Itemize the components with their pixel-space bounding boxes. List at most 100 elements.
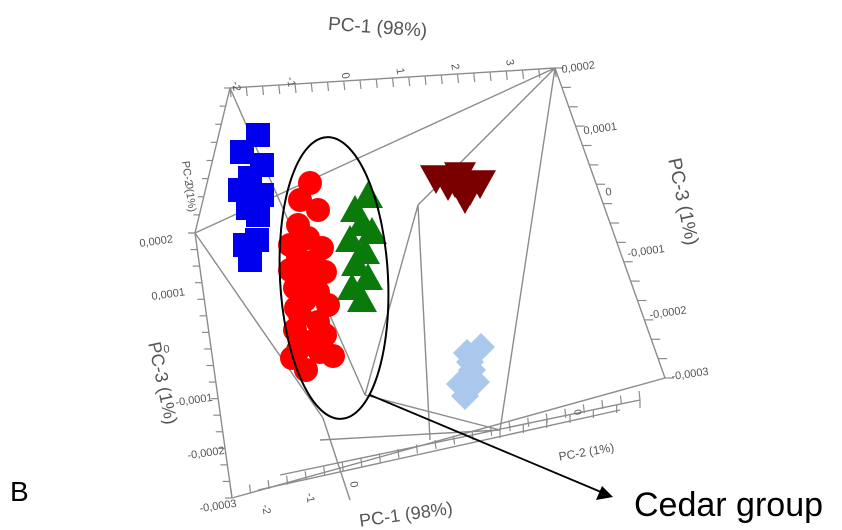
frame-edge-9 <box>499 67 556 431</box>
pc3-right-tick-label-5: -0,0003 <box>671 366 710 383</box>
pc1-top-tick-label-2: 0 <box>339 72 352 80</box>
pc1-bottom-tick-2 <box>267 480 270 490</box>
blue-square-marker-10 <box>238 248 262 272</box>
pc3-left-tick-label-3: -0,0001 <box>175 392 214 409</box>
light-blue-diamond-marker-5 <box>451 382 479 410</box>
pc1-top-tick-label-0: -2 <box>229 80 243 92</box>
pc1-bottom-tick-15 <box>508 422 511 432</box>
cedar-group-arrow-head <box>596 486 613 500</box>
pc1-top-tick-20 <box>554 67 557 78</box>
frame-edge-15 <box>417 204 431 441</box>
pc3-right-tick-label-1: 0,0001 <box>583 121 618 138</box>
pc1-top-tick-5 <box>310 82 313 93</box>
red-circle-marker-2 <box>306 198 330 222</box>
frame-edge-16 <box>257 409 621 491</box>
axis-title-pc3-right: PC-3 (1%) <box>663 156 702 247</box>
pc1-top-tick-17 <box>505 70 508 81</box>
red-circle-marker-23 <box>321 344 345 368</box>
green-triangle-marker-3 <box>357 217 387 244</box>
axis-title-pc2-left: PC-2 (1%) <box>179 160 198 213</box>
pc1-top-tick-label-1: -1 <box>284 76 298 88</box>
axis-title-pc1-top: PC-1 (98%) <box>327 14 427 42</box>
pc1-bottom-tick-5 <box>323 466 326 476</box>
pc3-right-tick-label-4: -0,0002 <box>649 304 688 321</box>
axis-tick-labels: -2 -1 0 1 2 3 -2 -1 0 0,0002 0,0001 0 -0,0001 -0,0002… <box>139 58 710 515</box>
pc1-bottom-tick-14 <box>490 426 493 436</box>
frame-edge-13 <box>364 204 419 396</box>
pc1-top-tick-label-5: 3 <box>503 58 516 66</box>
pc1-bottom-tick-label-0: -2 <box>259 503 273 515</box>
axis-title-pc1-bottom: PC-1 (98%) <box>358 498 454 530</box>
pc1-top-tick-14 <box>456 73 460 84</box>
frame-edge-11 <box>319 429 501 441</box>
pc1-bottom-tick-11 <box>434 439 437 450</box>
pc1-bottom-tick-7 <box>360 457 363 467</box>
frame-edge-12 <box>322 417 351 501</box>
pc1-top-tick-18 <box>521 69 525 80</box>
pc1-bottom-tick-22 <box>638 390 641 401</box>
frame-edge-8 <box>364 394 501 431</box>
frame-edge-10 <box>279 399 641 476</box>
pc3-right-tick-label-0: 0,0002 <box>561 59 596 76</box>
pc1-bottom-tick-12 <box>452 435 456 445</box>
pc3-right-tick-label-2: 0 <box>605 186 613 199</box>
pc1-top-tick-11 <box>408 76 411 87</box>
pc1-bottom-tick-label-1: -1 <box>303 492 317 504</box>
blue-square-marker-7 <box>246 203 270 227</box>
red-circle-marker-28 <box>284 296 308 320</box>
pc1-bottom-tick-label-2: 0 <box>347 480 360 488</box>
pc1-top-tick-3 <box>278 84 281 95</box>
pc1-top-tick-7 <box>343 80 346 91</box>
pc1-bottom-tick-0 <box>230 488 233 499</box>
cedar-group-annotation <box>278 136 613 500</box>
cedar-group-ellipse <box>278 136 390 420</box>
red-circle-marker-26 <box>300 250 324 274</box>
green-triangle-marker-6 <box>341 249 371 276</box>
pc1-bottom-tick-6 <box>341 462 344 472</box>
pc3-left-tick-label-1: 0,0001 <box>151 286 186 303</box>
pc1-top-tick-8 <box>359 79 362 90</box>
pc1-top-tick-13 <box>440 74 443 85</box>
dark-red-triangle-marker-4 <box>464 170 496 199</box>
pc1-bottom-tick-3 <box>286 475 289 485</box>
data-markers <box>228 123 496 410</box>
pc1-top-tick-label-3: 1 <box>393 67 406 75</box>
pc1-top-tick-4 <box>294 83 297 94</box>
pc2-left-tick-label-0: 0 <box>183 183 195 191</box>
pc1-top-tick-10 <box>391 77 395 88</box>
pc3-left-tick-label-0: 0,0002 <box>139 233 174 250</box>
axis-title-pc2-bottom: PC-2 (1%) <box>558 440 616 464</box>
pc1-top-tick-9 <box>375 78 378 89</box>
pc3-left-tick-label-5: -0,0003 <box>199 498 238 515</box>
pc1-top-tick-12 <box>424 75 427 86</box>
pc1-top-tick-2 <box>261 85 265 96</box>
pc1-top-tick-16 <box>489 71 492 82</box>
pc1-bottom-tick-18 <box>564 408 567 418</box>
green-triangle-marker-4 <box>335 225 365 252</box>
pc1-bottom-tick-10 <box>415 444 419 454</box>
pc1-bottom-tick-20 <box>601 399 604 409</box>
pc1-top-tick-15 <box>473 72 476 83</box>
pc1-top-tick-19 <box>538 68 541 79</box>
pc1-top-tick-label-4: 2 <box>448 63 461 71</box>
pc3-left-tick-label-2: 0 <box>163 343 171 356</box>
pc1-top-tick-1 <box>245 86 248 97</box>
pc1-top-tick-6 <box>326 81 330 92</box>
pc1-top-tick-0 <box>229 87 232 98</box>
light-blue-diamond-marker-6 <box>456 348 484 376</box>
axis-title-pc3-left: PC-3 (1%) <box>144 340 181 426</box>
frame-edge-7 <box>194 232 324 419</box>
pc3-left-tick-label-4: -0,0002 <box>187 445 226 462</box>
cedar-group-label: Cedar group <box>634 486 824 524</box>
pc1-bottom-tick-1 <box>248 484 252 494</box>
pc2-bottom-tick-label-0: 0 <box>571 409 583 417</box>
pc1-bottom-tick-4 <box>304 471 307 481</box>
pc1-bottom-tick-16 <box>527 417 530 427</box>
green-triangle-marker-7 <box>353 263 383 290</box>
pc1-bottom-tick-8 <box>378 453 381 463</box>
pc1-bottom-tick-9 <box>397 448 400 458</box>
axis-ticks <box>188 67 674 499</box>
pc3-right-tick-label-3: -0,0001 <box>627 243 666 260</box>
pc1-bottom-tick-19 <box>582 404 585 414</box>
